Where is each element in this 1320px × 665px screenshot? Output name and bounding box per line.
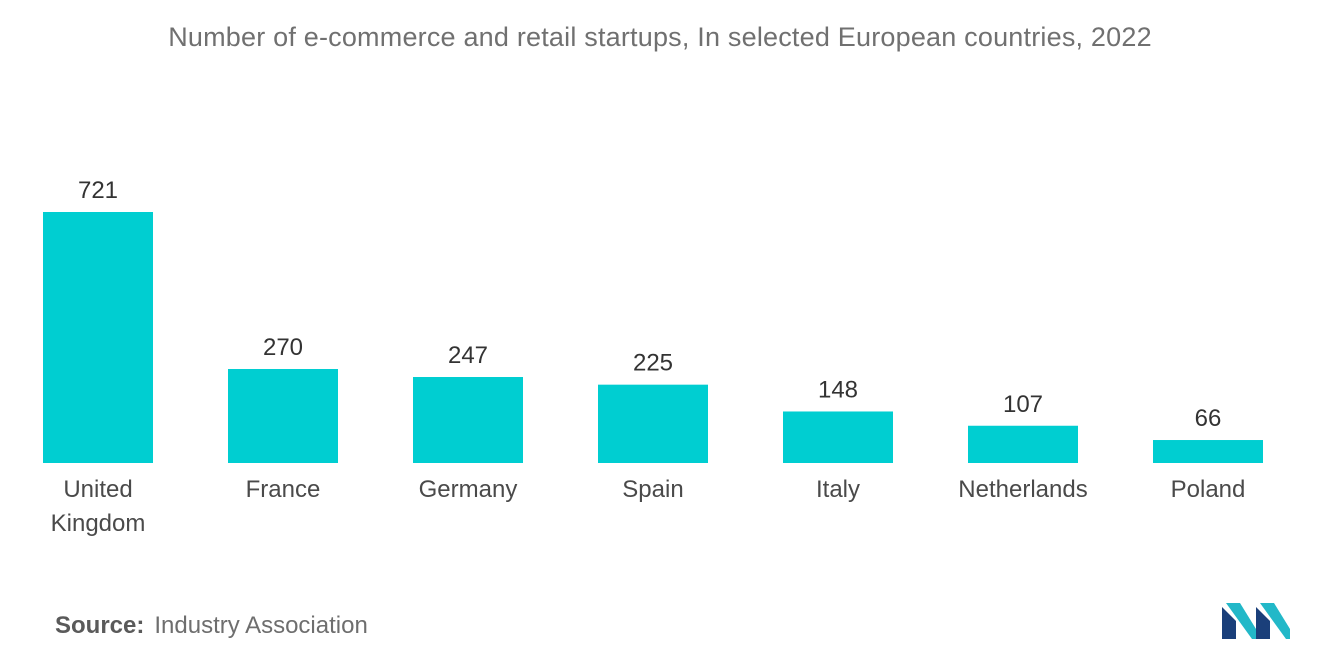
data-label: 225: [633, 350, 673, 377]
bar-italy: [783, 411, 893, 463]
x-tick-label: Italy: [816, 476, 860, 503]
data-label: 148: [818, 376, 858, 403]
source-text: Industry Association: [154, 612, 368, 639]
x-tick-label: United Kingdom: [51, 476, 146, 537]
bar-germany: [413, 377, 523, 463]
data-label: 721: [78, 177, 118, 204]
bar-united-kingdom: [43, 212, 153, 463]
chart-title: Number of e-commerce and retail startups…: [168, 22, 1152, 52]
data-label: 247: [448, 342, 488, 369]
data-label: 66: [1195, 405, 1222, 432]
bar-spain: [598, 384, 708, 463]
data-label: 270: [263, 334, 303, 361]
x-tick-label: Poland: [1171, 476, 1246, 503]
mordor-intelligence-logo-icon: [1222, 603, 1290, 639]
x-tick-label: France: [246, 476, 321, 503]
bar-chart: 721 United Kingdom 270 France 247 Germany 225 Sp…: [43, 177, 1263, 537]
x-tick-label: Germany: [419, 476, 518, 503]
bar-poland: [1153, 440, 1263, 463]
bar-france: [228, 369, 338, 463]
x-tick-label: Netherlands: [958, 476, 1087, 503]
bar-netherlands: [968, 425, 1078, 463]
data-label: 107: [1003, 391, 1043, 418]
source-note: Source: Industry Association: [55, 612, 368, 640]
source-label: Source:: [55, 612, 145, 639]
x-tick-label: Spain: [622, 476, 683, 503]
